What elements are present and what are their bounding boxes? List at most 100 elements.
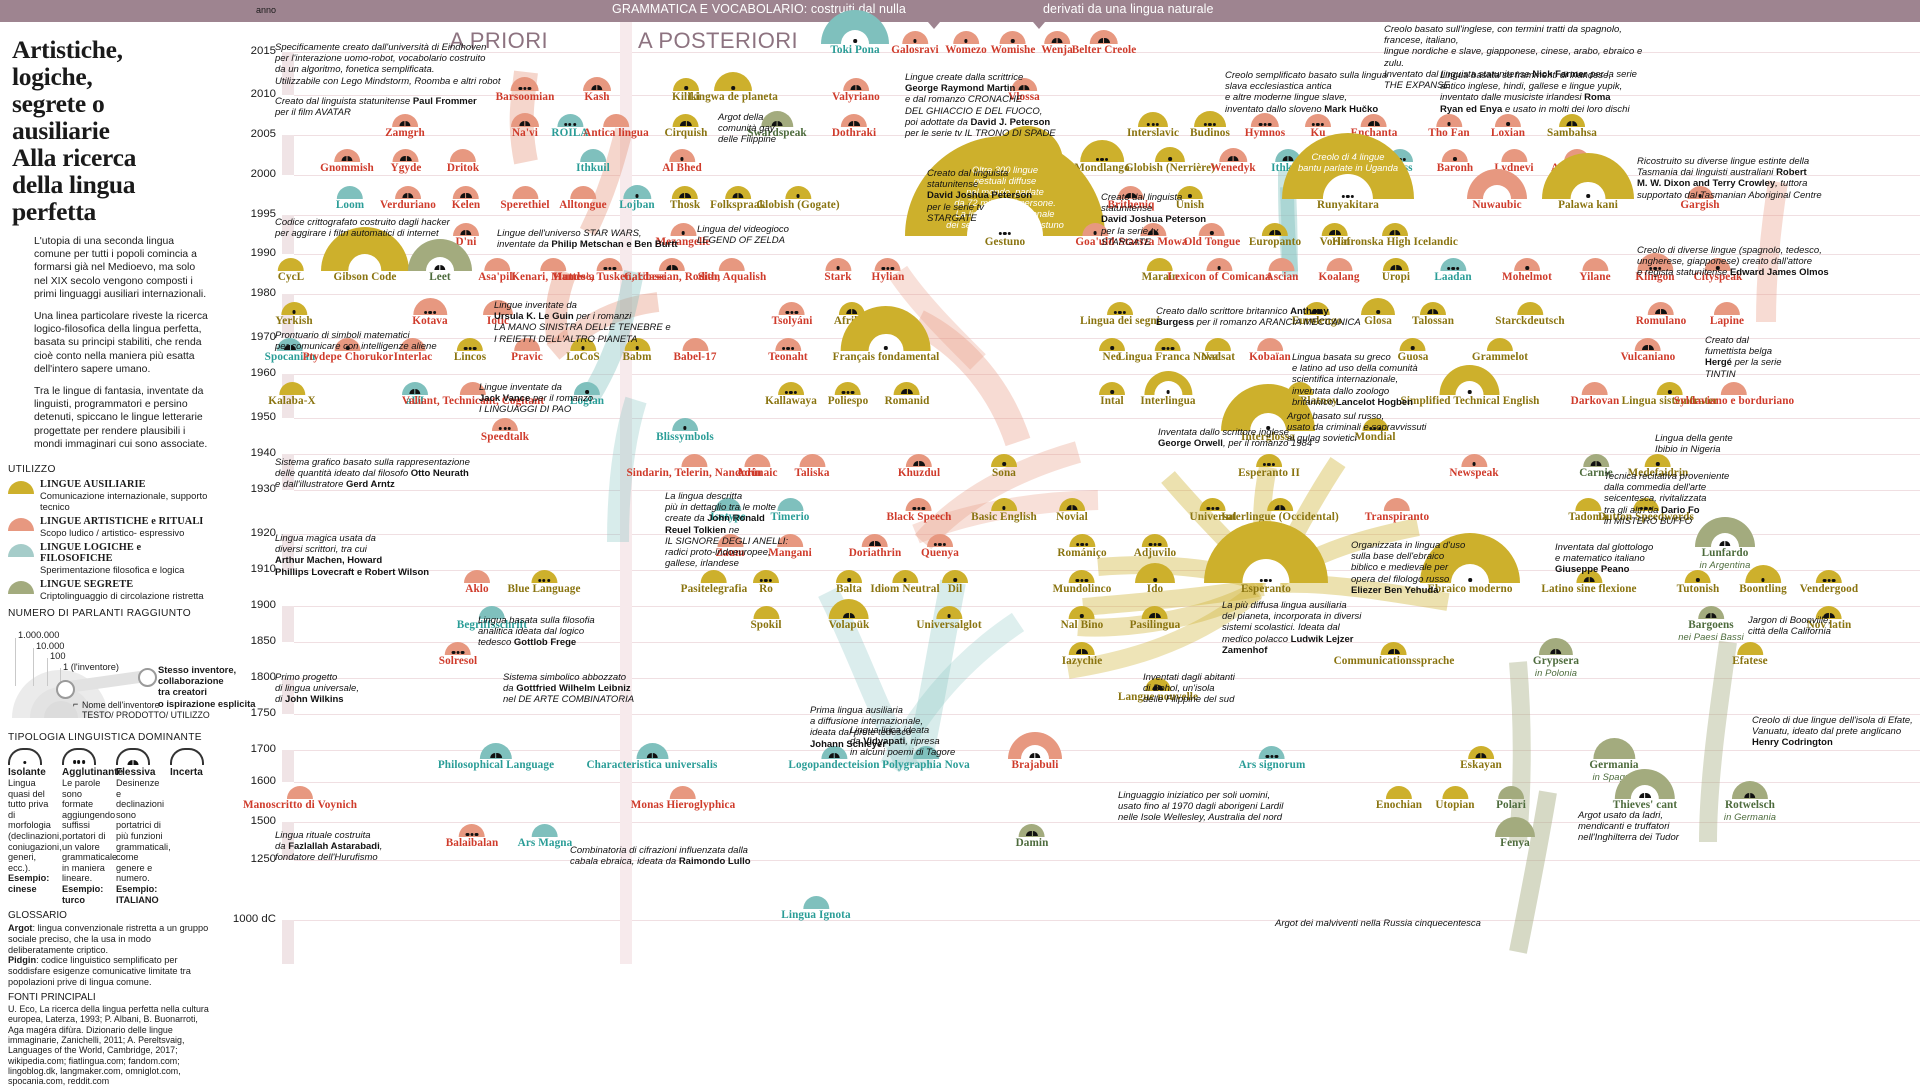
language-node[interactable]: Balta [836, 570, 862, 596]
language-node[interactable]: Ars signorum [1239, 746, 1306, 772]
language-node[interactable]: Langue nouvelle [1118, 678, 1198, 704]
language-node[interactable]: Interglossa [1221, 384, 1315, 444]
language-node[interactable]: Gnommish [320, 149, 374, 175]
language-node[interactable]: Logopandecteision [788, 746, 880, 772]
language-node[interactable]: Pravic [511, 338, 543, 364]
language-node[interactable]: Dothraki [832, 114, 876, 140]
language-node[interactable]: Ku [1305, 114, 1331, 140]
language-node[interactable]: Womishe [991, 31, 1036, 57]
language-node[interactable]: Neo [1099, 338, 1125, 364]
language-node[interactable]: Valyriano [832, 78, 880, 104]
language-node[interactable]: Belter Creole [1072, 30, 1137, 57]
language-node[interactable]: Huttese, Tusken, Ubese [554, 258, 667, 284]
language-node[interactable]: Esperanto [1204, 521, 1328, 596]
language-node[interactable]: Darkovan [1571, 382, 1620, 408]
language-node[interactable]: Loglan [570, 382, 604, 408]
language-node[interactable]: Grammelot [1472, 338, 1528, 364]
language-node[interactable]: Lexicon of Comicana [1167, 258, 1271, 284]
language-node[interactable]: Kalaba-X [268, 382, 316, 408]
language-node[interactable]: Ygyde [391, 149, 422, 175]
language-node[interactable]: Romániço [1057, 534, 1107, 560]
language-node[interactable]: Communicationssprache [1334, 642, 1455, 668]
language-node[interactable]: Nov latin [1807, 606, 1852, 632]
language-node[interactable]: Old Tongue [1184, 223, 1241, 249]
language-node[interactable]: Babel-17 [673, 338, 716, 364]
language-node[interactable]: Mohelmot [1502, 258, 1552, 284]
language-node[interactable]: Spocanian [265, 338, 316, 364]
language-node[interactable]: Guosa [1398, 338, 1429, 364]
language-node[interactable]: Universal [1190, 498, 1237, 524]
language-node[interactable]: Universalglot [916, 606, 982, 632]
language-node[interactable]: Mondlango [1074, 140, 1130, 175]
language-node[interactable]: Lingua sistemfrater [1622, 382, 1719, 408]
language-node[interactable]: Ascian [1266, 258, 1299, 284]
language-node[interactable]: Fenya [1495, 817, 1535, 850]
language-node[interactable]: Monas Hieroglyphica [631, 786, 736, 812]
language-node[interactable]: Sona [991, 454, 1017, 480]
language-node[interactable]: Koalang [1318, 258, 1359, 284]
language-node[interactable]: Tutonish [1677, 570, 1720, 596]
language-node[interactable]: Eskayan [1460, 746, 1502, 772]
language-node[interactable]: Lingua dei segni [1080, 302, 1160, 328]
language-node[interactable]: Medefaidrin [1628, 454, 1689, 480]
language-node[interactable]: Carnie [1579, 454, 1613, 480]
language-node[interactable]: Barsoomian [496, 77, 555, 104]
language-node[interactable]: Damin [1016, 824, 1049, 850]
language-node[interactable]: Glosa [1361, 298, 1395, 328]
language-node[interactable]: Gargish [1680, 186, 1720, 212]
language-node[interactable]: Poliespo [828, 382, 869, 408]
language-node[interactable]: Sith, Aqualish [698, 258, 767, 284]
language-node[interactable]: Simplified Technical English [1401, 365, 1540, 408]
language-node[interactable]: Yerkish [275, 302, 313, 328]
language-node[interactable]: Romanid [885, 382, 930, 408]
language-node[interactable]: Vlossa [1008, 78, 1040, 104]
language-node[interactable]: Womezo [945, 31, 987, 57]
language-node[interactable]: Enchanta [1351, 114, 1398, 140]
language-node[interactable]: Grypsera in Polonia [1533, 638, 1579, 679]
language-node[interactable]: Interslavic [1127, 112, 1179, 140]
language-node[interactable]: Wenja [1041, 31, 1073, 57]
language-node[interactable]: Volapük [829, 599, 870, 632]
language-node[interactable]: Lydnevi [1494, 149, 1534, 175]
language-node[interactable]: Starckdeutsch [1495, 302, 1565, 328]
language-node[interactable]: Khuzdul [898, 454, 940, 480]
language-node[interactable]: Blissymbols [656, 418, 714, 444]
language-node[interactable]: Hylian [872, 258, 905, 284]
language-node[interactable]: Starsza Mowa [1118, 223, 1188, 249]
language-node[interactable]: Newspeak [1449, 454, 1499, 480]
language-node[interactable]: Budinos [1190, 111, 1230, 140]
language-node[interactable]: Loxian [1491, 114, 1525, 140]
language-node[interactable]: Dil [942, 570, 968, 596]
language-node[interactable]: Oltre 300 lingue gestuali diffuse nel mond… [905, 136, 1105, 249]
language-node[interactable]: Begriffsschrift [457, 606, 527, 632]
language-node[interactable]: Kenari, Mando'a [511, 258, 595, 284]
language-node[interactable]: Kobaïan [1249, 338, 1291, 364]
language-node[interactable]: Vulcaniano [1621, 338, 1676, 364]
language-node[interactable]: Babm [623, 338, 652, 364]
language-node[interactable]: Leet [408, 239, 472, 284]
language-node[interactable]: Novial [1056, 498, 1088, 524]
language-node[interactable]: Palawa kani [1542, 153, 1634, 212]
language-node[interactable]: Creolo di 4 lingue bantu parlate in Ugand… [1282, 133, 1414, 212]
language-node[interactable]: Cityspeak [1694, 258, 1743, 284]
language-node[interactable]: ROILA [551, 114, 588, 140]
language-node[interactable]: Al Bhed [662, 149, 702, 175]
language-node[interactable]: Adjuvilo [1134, 534, 1176, 560]
language-node[interactable]: Dutton Speedwords [1598, 498, 1694, 524]
language-node[interactable]: Nuwaubic [1467, 169, 1527, 212]
language-node[interactable]: Dritok [447, 149, 479, 175]
language-node[interactable]: Transpiranto [1365, 498, 1429, 524]
language-node[interactable]: Britheniq [1108, 186, 1155, 212]
language-node[interactable]: Spokil [750, 606, 781, 632]
language-node[interactable]: LoCoS [566, 338, 600, 364]
language-node[interactable]: Na'vi [511, 113, 539, 140]
language-node[interactable]: Uropi [1382, 258, 1410, 284]
language-node[interactable]: Wenedyk [1210, 148, 1256, 175]
language-node[interactable]: Nadsat [1201, 338, 1235, 364]
language-node[interactable]: Unish [1176, 186, 1205, 212]
language-node[interactable]: Sambahsa [1547, 114, 1597, 140]
language-node[interactable]: Solresol [439, 642, 478, 668]
language-node[interactable]: Lincos [454, 338, 486, 364]
language-node[interactable]: D'ni [453, 223, 479, 249]
language-node[interactable]: Thosk [670, 186, 700, 212]
